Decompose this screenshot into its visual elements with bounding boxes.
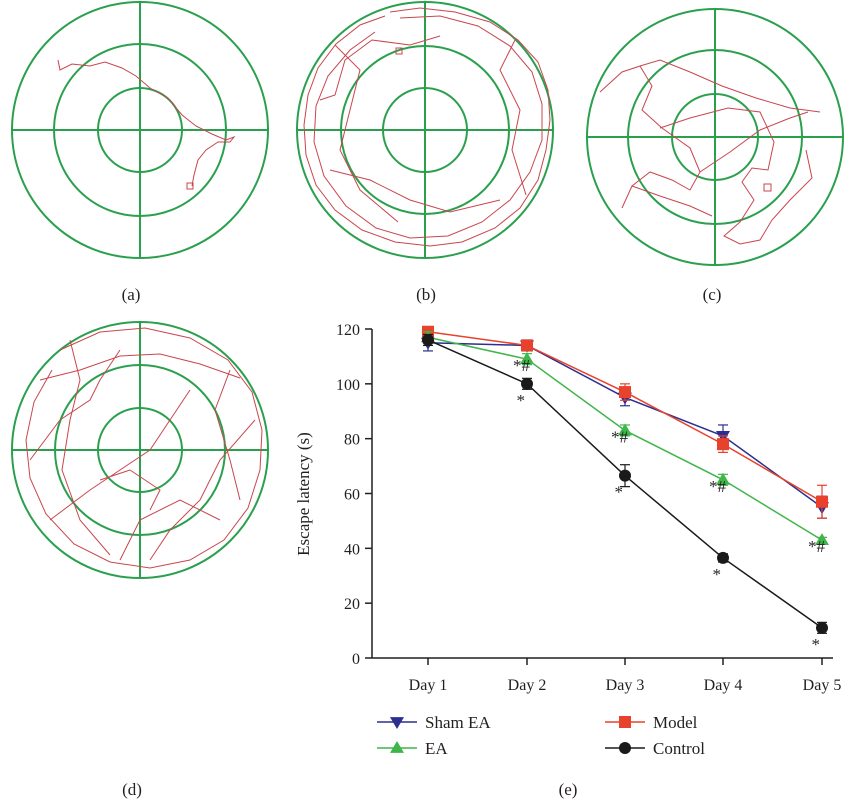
maze-panel-c: (c)	[586, 8, 844, 304]
maze-panel-d: (d)	[11, 321, 269, 799]
legend-label: Control	[653, 739, 705, 758]
significance-label: *#	[513, 356, 531, 375]
y-axis: 0 20 40 60 80 100 120	[336, 322, 373, 668]
legend-item-model: Model	[605, 713, 698, 732]
data-point	[521, 339, 533, 352]
legend: Sham EA Model EA Control	[377, 713, 705, 758]
x-axis: Day 1 Day 2 Day 3 Day 4 Day 5	[372, 657, 842, 694]
legend-label: EA	[425, 739, 448, 758]
legend-item-sham-ea: Sham EA	[377, 713, 491, 732]
y-tick-label: 100	[336, 377, 360, 394]
series-layer	[421, 325, 829, 634]
y-tick-label: 0	[352, 651, 360, 668]
data-point	[816, 495, 828, 508]
data-point	[521, 377, 533, 390]
series-control	[422, 333, 828, 634]
swim-track	[57, 59, 236, 187]
data-point	[815, 533, 829, 546]
significance-label: *	[615, 483, 624, 502]
line-chart: Escape latency (s) 0 20 40 60 80 100 120 Day 1…	[294, 322, 841, 799]
legend-label: Sham EA	[425, 713, 491, 732]
platform-marker	[395, 47, 403, 55]
y-tick-label: 40	[344, 541, 360, 558]
panel-label-c: (c)	[703, 285, 722, 304]
x-tick-label: Day 5	[803, 677, 842, 694]
significance-label: *#	[808, 537, 826, 556]
platform-marker	[763, 183, 772, 192]
swim-track	[599, 59, 821, 245]
data-point	[618, 423, 632, 436]
data-point	[716, 472, 730, 485]
y-tick-label: 80	[344, 432, 360, 449]
legend-item-ea: EA	[377, 739, 448, 758]
x-tick-label: Day 3	[606, 677, 645, 694]
panel-label-a: (a)	[122, 285, 141, 304]
data-point	[717, 438, 729, 451]
significance-label: *	[713, 565, 722, 584]
maze-panel-b: (b)	[296, 1, 554, 304]
data-point	[816, 621, 828, 634]
y-tick-label: 120	[336, 322, 360, 339]
platform-marker	[186, 182, 194, 190]
significance-label: *	[812, 635, 821, 654]
data-point	[619, 716, 631, 728]
significance-label: *#	[709, 477, 727, 496]
panel-label-d: (d)	[122, 780, 142, 799]
series-model	[422, 325, 828, 519]
legend-item-control: Control	[605, 739, 705, 758]
panel-label-e: (e)	[559, 780, 578, 799]
data-point	[422, 333, 434, 346]
data-point	[390, 741, 404, 753]
swim-track	[25, 327, 263, 569]
significance-label: *#	[611, 427, 629, 446]
data-point	[717, 551, 729, 564]
data-point	[619, 469, 631, 482]
y-tick-label: 60	[344, 487, 360, 504]
data-point	[619, 742, 631, 754]
significance-label: *	[517, 391, 526, 410]
x-tick-label: Day 4	[704, 677, 743, 694]
data-point	[390, 717, 404, 729]
y-tick-label: 20	[344, 596, 360, 613]
y-axis-label: Escape latency (s)	[294, 432, 313, 556]
x-tick-label: Day 2	[508, 677, 547, 694]
data-point	[520, 352, 534, 365]
legend-label: Model	[653, 713, 698, 732]
data-point	[619, 386, 631, 399]
panel-label-b: (b)	[416, 285, 436, 304]
swim-track	[303, 7, 551, 247]
maze-panel-a: (a)	[11, 1, 269, 304]
annotation-layer: *# *# *# *# * * * *	[513, 356, 826, 654]
x-tick-label: Day 1	[409, 677, 448, 694]
